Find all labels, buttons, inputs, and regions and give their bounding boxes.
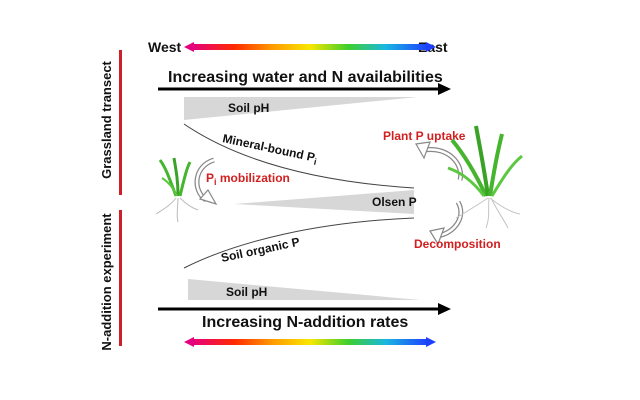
top-arrow-label: Increasing water and N availabilities	[168, 69, 443, 86]
section-label-bottom: N-addition experiment	[99, 213, 114, 351]
bottom-soil-ph-wedge	[188, 279, 420, 300]
bottom-gradient-bar	[184, 337, 436, 347]
pi-mobilization-p: P	[206, 171, 214, 185]
plant-uptake-label: Plant P uptake	[383, 129, 466, 143]
gradient-left-label: West	[148, 39, 182, 55]
top-soil-ph-label: Soil pH	[228, 101, 269, 115]
soil-organic-text: Soil organic P	[220, 235, 301, 265]
soil-organic-curve	[183, 217, 415, 269]
pi-mobilization-subscript: i	[214, 177, 217, 187]
curved-arrow-icon	[415, 141, 464, 181]
olsen-p-label: Olsen P	[372, 195, 417, 209]
top-soil-ph-wedge	[184, 97, 418, 120]
large-grass-icon	[447, 125, 523, 229]
pi-mobilization-rest: mobilization	[217, 171, 290, 185]
bottom-arrow-label: Increasing N-addition rates	[202, 314, 408, 331]
curved-arrow-icon	[429, 200, 464, 246]
mineral-bound-curve	[183, 123, 415, 189]
mineral-bound-label: Mineral-bound Pi	[221, 131, 319, 167]
olsen-p-wedge	[234, 190, 414, 214]
bracket-top	[119, 50, 122, 195]
bottom-soil-ph-label: Soil pH	[226, 285, 267, 299]
pi-mobilization-label: Pi mobilization	[206, 171, 290, 187]
decomposition-label: Decomposition	[414, 237, 501, 251]
top-gradient-bar: West East	[148, 39, 448, 55]
svg-text:Mineral-bound Pi: Mineral-bound Pi	[221, 131, 319, 167]
section-label-top: Grassland transect	[99, 60, 114, 178]
mineral-bound-subscript: i	[313, 157, 318, 167]
small-grass-icon	[155, 157, 199, 223]
curved-arrow-icon	[194, 157, 218, 206]
bracket-bottom	[119, 210, 122, 346]
mineral-bound-text: Mineral-bound P	[221, 131, 316, 164]
soil-organic-label: Soil organic P	[220, 235, 301, 265]
